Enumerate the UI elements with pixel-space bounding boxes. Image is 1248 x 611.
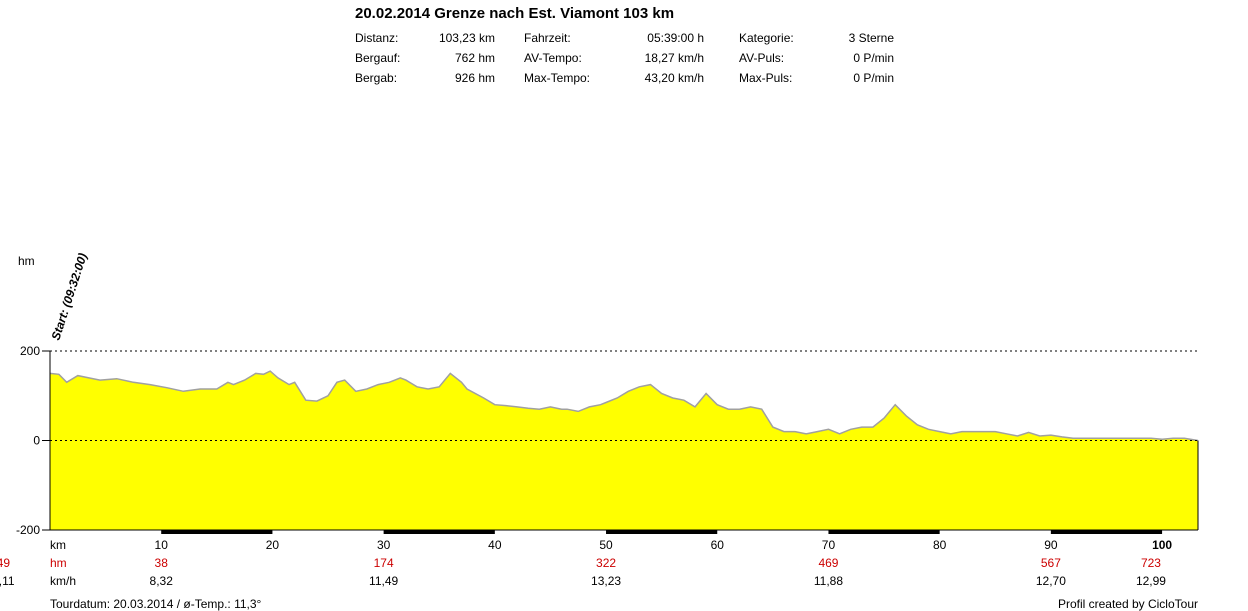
tour-title: 20.02.2014 Grenze nach Est. Viamont 103 …	[355, 5, 675, 22]
y-tick-label: 0	[33, 434, 40, 448]
stat-label: AV-Puls:	[739, 51, 785, 65]
stat-value: 43,20 km/h	[644, 71, 704, 85]
stat-label: Bergab:	[355, 71, 398, 85]
stat-value: 05:39:00 h	[647, 31, 704, 45]
hm-value: 174	[374, 556, 394, 570]
bottom-rows: km 10 20 30 40 50 60 70 80 90 100 hm km/h 38 174 322 469…	[0, 538, 1172, 588]
hm-value: 38	[155, 556, 169, 570]
stats-panel: Distanz: 103,23 km Bergauf: 762 hm Bergab:…	[355, 31, 895, 91]
x-tick-label: 10	[155, 538, 169, 552]
kmh-value: 13,11	[0, 574, 15, 588]
stat-value: 3 Sterne	[848, 31, 894, 45]
hm-value: 322	[596, 556, 616, 570]
x-tick-label: 80	[933, 538, 947, 552]
x-axis-segment	[161, 530, 273, 534]
stat-label: Max-Puls:	[739, 71, 793, 85]
stat-value: 0 P/min	[853, 71, 894, 85]
x-tick-label: 100	[1152, 538, 1172, 552]
stat-value: 0 P/min	[853, 51, 894, 65]
x-tick-label: 70	[822, 538, 836, 552]
axis-layer: 200 0 -200	[16, 344, 1198, 537]
area-layer	[49, 370, 1199, 530]
x-axis-segment	[1050, 530, 1163, 534]
kmh-value: 11,88	[814, 574, 843, 588]
hm-value: 749	[0, 556, 10, 570]
hm-value: 723	[1141, 556, 1161, 570]
row-label-km: km	[50, 538, 66, 552]
stat-label: Bergauf:	[355, 51, 401, 65]
stat-label: Kategorie:	[739, 31, 794, 45]
x-axis-segment	[606, 530, 718, 534]
stat-value: 926 hm	[454, 71, 495, 85]
y-tick-label: 200	[20, 344, 40, 358]
x-axis-segment	[383, 530, 495, 534]
stat-label: Fahrzeit:	[524, 31, 571, 45]
stat-value: 103,23 km	[438, 31, 495, 45]
x-tick-label: 50	[599, 538, 613, 552]
kmh-value: 8,32	[150, 574, 174, 588]
x-tick-label: 20	[266, 538, 280, 552]
stat-label: Distanz:	[355, 31, 399, 45]
row-label-kmh: km/h	[50, 574, 76, 588]
kmh-value: 11,49	[369, 574, 398, 588]
stat-label: Max-Tempo:	[524, 71, 591, 85]
row-label-hm: hm	[50, 556, 67, 570]
y-tick-label: -200	[16, 523, 40, 537]
x-tick-label: 60	[711, 538, 725, 552]
elevation-line	[49, 370, 1199, 442]
kmh-value: 12,99	[1136, 574, 1166, 588]
stat-value: 762 hm	[454, 51, 495, 65]
grid-layer	[50, 350, 1198, 441]
hm-value: 469	[818, 556, 838, 570]
kmh-value: 12,70	[1036, 574, 1066, 588]
footer-left: Tourdatum: 20.03.2014 / ø-Temp.: 11,3°	[50, 597, 262, 611]
kmh-value: 13,23	[591, 574, 621, 588]
start-time-label: Start: (09:32:00)	[49, 251, 90, 342]
x-tick-label: 90	[1044, 538, 1058, 552]
hm-value: 567	[1041, 556, 1061, 570]
elevation-area	[50, 371, 1198, 530]
footer-right: Profil created by CicloTour	[1057, 597, 1198, 611]
stat-label: AV-Tempo:	[524, 51, 582, 65]
x-axis-segment	[828, 530, 940, 534]
y-axis-label: hm	[18, 254, 35, 268]
stat-value: 18,27 km/h	[644, 51, 704, 65]
x-tick-label: 40	[488, 538, 502, 552]
x-tick-label: 30	[377, 538, 391, 552]
